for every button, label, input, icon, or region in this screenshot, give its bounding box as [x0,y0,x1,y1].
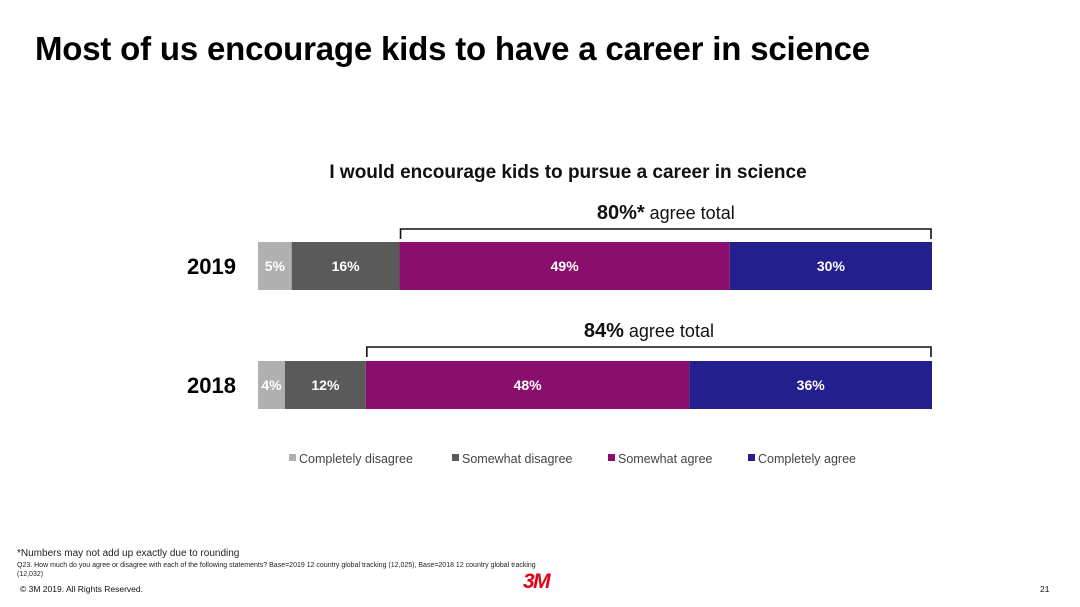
data-label: 48% [514,377,543,393]
data-label: 12% [311,377,340,393]
data-label: 4% [261,377,282,393]
bar-segment [689,361,932,409]
legend-item: Somewhat disagree [462,452,573,466]
data-label: 49% [551,258,580,274]
data-label: 16% [332,258,361,274]
copyright-text: © 3M 2019. All Rights Reserved. [20,584,143,594]
rounding-footnote: *Numbers may not add up exactly due to r… [17,548,240,559]
legend-item: Completely disagree [299,452,413,466]
data-label: 5% [265,258,286,274]
bar-segment [291,242,400,290]
agree-total-annotation: 84% agree total [584,320,714,342]
legend-swatch [748,454,755,461]
legend-swatch [452,454,459,461]
chart-title: I would encourage kids to pursue a caree… [329,162,806,183]
agree-bracket [366,346,932,357]
legend-item: Somewhat agree [618,452,713,466]
category-label-2018: 2018 [187,373,236,398]
slide-title: Most of us encourage kids to have a care… [35,30,870,67]
legend-swatch [608,454,615,461]
category-label-2019: 2019 [187,254,236,279]
question-footnote: Q23. How much do you agree or disagree w… [17,562,536,578]
agree-total-annotation: 80%* agree total [597,202,735,224]
bar-segment [365,361,690,409]
legend-swatch [289,454,296,461]
legend-item: Completely agree [758,452,856,466]
bar-segment [258,242,292,290]
bar-segment [729,242,932,290]
bar-segment [284,361,366,409]
data-label: 36% [797,377,826,393]
3m-logo: 3M [523,570,551,593]
agree-bracket [399,228,932,239]
bar-segment [258,361,285,409]
data-label: 30% [817,258,846,274]
page-number: 21 [1040,584,1050,594]
bar-segment [399,242,730,290]
